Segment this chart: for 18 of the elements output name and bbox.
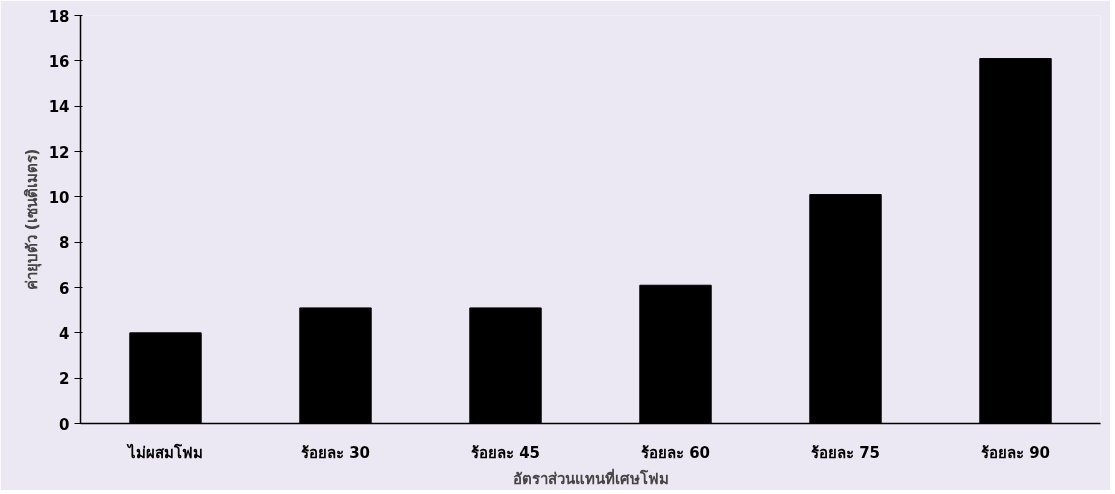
y-axis-title: ค่ายุบตัว (เซนติเมตร)	[22, 148, 42, 291]
y-tick-label: 16	[48, 52, 70, 71]
x-tick-label: ไม่ผสมโฟม	[126, 442, 203, 462]
x-tick-label: ร้อยละ 60	[640, 443, 711, 462]
y-tick-label: 6	[59, 279, 70, 298]
y-tick-label: 4	[59, 324, 70, 343]
x-tick-label: ร้อยละ 90	[980, 443, 1051, 462]
x-tick-label: ร้อยละ 45	[470, 443, 541, 462]
y-tick-label: 0	[59, 415, 70, 434]
y-tick-label: 14	[48, 98, 70, 117]
y-tick-label: 18	[48, 7, 70, 26]
x-tick-label: ร้อยละ 75	[810, 443, 881, 462]
y-tick-label: 2	[59, 370, 70, 389]
x-axis-title: อัตราส่วนแทนที่เศษโฟม	[512, 467, 669, 488]
y-tick-label: 10	[48, 188, 70, 207]
x-tick-label: ร้อยละ 30	[300, 443, 371, 462]
y-tick-label: 8	[59, 234, 70, 253]
y-tick-label: 12	[48, 143, 70, 162]
